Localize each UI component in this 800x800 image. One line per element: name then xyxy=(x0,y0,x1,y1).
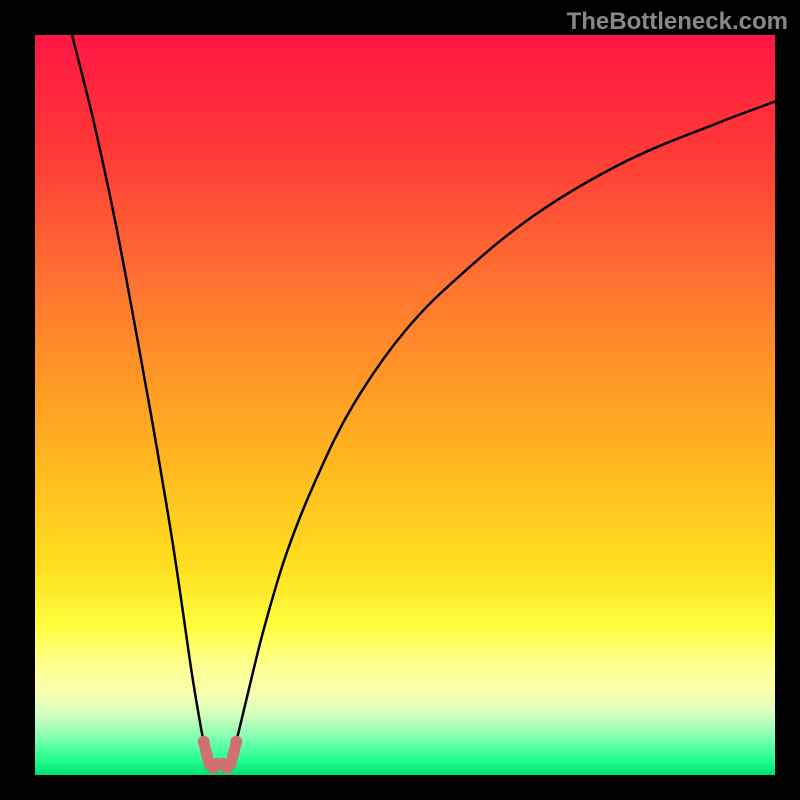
bottleneck-curve xyxy=(35,35,775,775)
watermark-text: TheBottleneck.com xyxy=(567,8,788,36)
plot-area xyxy=(35,35,775,775)
curve-left-branch xyxy=(72,35,204,742)
curve-right-branch xyxy=(236,102,775,742)
valley-markers xyxy=(198,736,243,774)
